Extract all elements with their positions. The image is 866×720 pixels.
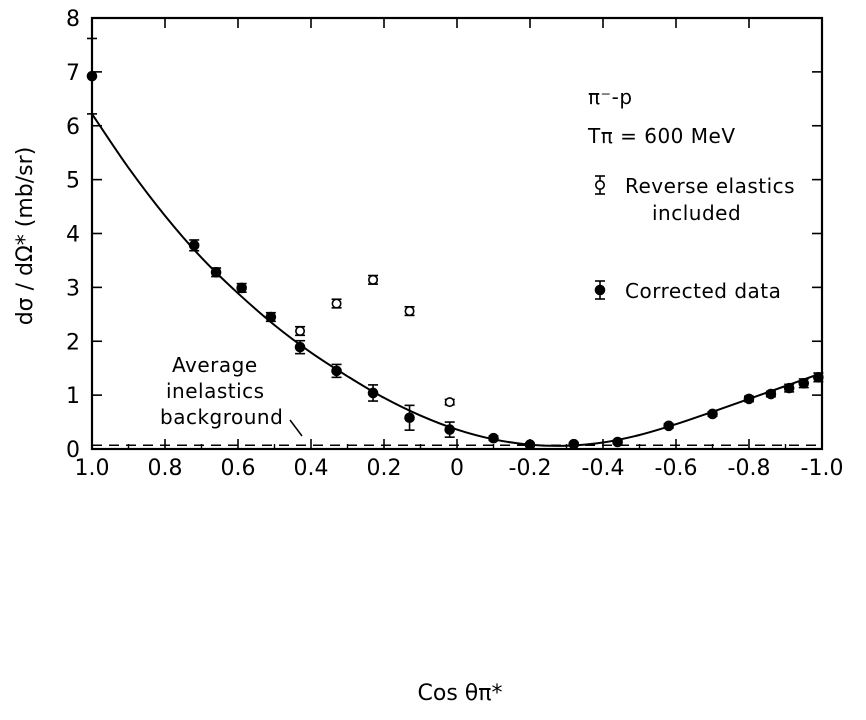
y-tick-label: 6	[66, 115, 80, 140]
corrected-data-point	[294, 339, 306, 355]
data-marker	[444, 424, 456, 435]
corrected-data-point	[612, 436, 623, 448]
legend-label-reverse-2: included	[652, 201, 741, 225]
y-axis-ticks	[92, 17, 822, 450]
reaction-annotation: π⁻-p	[588, 85, 633, 109]
background-label-pointer	[289, 419, 303, 437]
corrected-data-point	[367, 384, 379, 402]
background-label-line1: Average	[172, 353, 258, 377]
corrected-data-point	[663, 420, 675, 432]
corrected-data-point	[331, 363, 342, 379]
x-axis-label: Cos θπ*	[418, 681, 503, 706]
x-tick-label: -0.2	[509, 456, 552, 481]
data-marker	[404, 306, 415, 317]
data-marker	[404, 412, 415, 424]
reverse-elastics-point	[368, 274, 379, 285]
y-axis-tick-labels: 0 1 2 3 4 5 6 7 8	[66, 7, 80, 463]
data-marker	[798, 377, 810, 389]
corrected-data-point	[444, 421, 456, 438]
x-tick-label: 1.0	[75, 456, 110, 481]
corrected-data-point	[236, 282, 247, 294]
corrected-data-point	[798, 377, 810, 389]
data-marker	[331, 298, 342, 309]
x-tick-label: 0.4	[294, 456, 329, 481]
y-axis-label: dσ / dΩ* (mb/sr)	[13, 147, 38, 326]
data-marker	[295, 326, 306, 337]
data-marker	[368, 274, 379, 285]
fit-curve	[91, 113, 823, 447]
x-tick-label: -1.0	[801, 456, 844, 481]
legend-marker-corrected	[594, 280, 606, 300]
corrected-data-point	[86, 37, 98, 115]
corrected-data-point	[743, 393, 755, 405]
data-marker	[331, 365, 342, 377]
x-tick-label: -0.6	[655, 456, 698, 481]
data-marker	[294, 341, 306, 353]
data-points	[86, 37, 824, 450]
y-tick-label: 8	[66, 7, 80, 32]
corrected-data-point	[188, 239, 200, 252]
data-marker	[188, 240, 200, 251]
background-label-line2: inelastics	[166, 379, 265, 403]
reverse-elastics-point	[404, 305, 415, 317]
y-tick-label: 1	[66, 384, 80, 409]
corrected-data-point	[813, 372, 824, 383]
x-tick-label: -0.8	[728, 456, 771, 481]
data-marker	[488, 432, 499, 444]
corrected-data-point	[265, 311, 277, 323]
y-tick-label: 5	[66, 169, 80, 194]
x-tick-label: 0.2	[367, 456, 402, 481]
x-tick-label: -0.4	[582, 456, 625, 481]
reverse-elastics-point	[444, 397, 455, 408]
energy-annotation: Tπ = 600 MeV	[587, 124, 736, 148]
legend-marker-reverse	[594, 175, 605, 195]
x-tick-label: 0.8	[148, 456, 183, 481]
x-tick-label: 0.6	[221, 456, 256, 481]
y-tick-label: 0	[66, 438, 80, 463]
background-label-line3: background	[160, 405, 283, 429]
x-tick-label: 0	[450, 456, 464, 481]
data-marker	[236, 282, 247, 294]
data-marker	[568, 438, 580, 450]
y-tick-label: 4	[66, 223, 80, 248]
legend-label-reverse-1: Reverse elastics	[625, 174, 795, 198]
data-marker	[265, 311, 277, 323]
x-axis-tick-labels: 1.0 0.8 0.6 0.4 0.2 0 -0.2 -0.4 -0.6 -0.8 -1.0	[75, 456, 844, 481]
data-marker	[612, 436, 623, 448]
data-marker	[444, 397, 455, 408]
corrected-data-point	[210, 266, 222, 278]
corrected-data-point	[707, 408, 718, 420]
y-tick-label: 7	[66, 61, 80, 86]
reverse-elastics-point	[331, 298, 342, 309]
corrected-data-point	[765, 388, 777, 400]
corrected-data-point	[524, 439, 536, 450]
corrected-data-point	[568, 438, 580, 450]
data-marker	[813, 372, 824, 383]
y-tick-label: 3	[66, 276, 80, 301]
corrected-data-point	[488, 432, 499, 444]
corrected-data-point	[404, 404, 415, 431]
data-marker	[524, 439, 536, 450]
data-marker	[765, 388, 777, 400]
corrected-data-point	[783, 382, 795, 394]
data-marker	[86, 70, 98, 82]
data-marker	[663, 420, 675, 432]
data-marker	[210, 266, 222, 278]
data-marker	[707, 408, 718, 420]
y-tick-label: 2	[66, 330, 80, 355]
data-marker	[367, 387, 379, 399]
legend-label-corrected: Corrected data	[625, 279, 781, 303]
reverse-elastics-point	[295, 325, 306, 337]
legend: Reverse elastics included Corrected data	[594, 174, 795, 303]
data-marker	[743, 393, 755, 405]
data-marker	[783, 382, 795, 394]
